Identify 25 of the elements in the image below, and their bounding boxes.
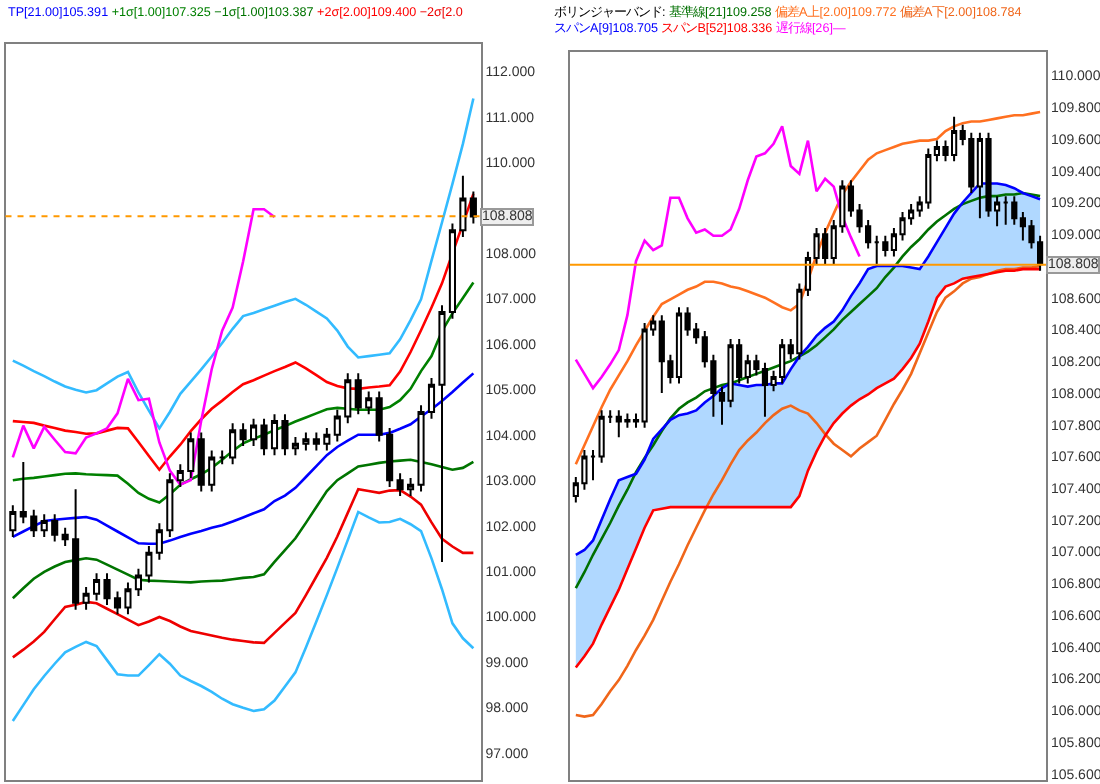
candlestick — [925, 147, 932, 210]
candlestick — [658, 314, 665, 394]
candlestick — [873, 234, 880, 267]
candlestick — [624, 412, 631, 429]
line-series — [11, 281, 475, 504]
candlestick — [1002, 195, 1009, 226]
line-series — [11, 208, 276, 486]
candlestick — [641, 322, 648, 429]
candlestick — [218, 449, 226, 466]
line-series — [11, 487, 475, 659]
line-series — [574, 110, 1042, 466]
candlestick — [675, 306, 683, 385]
line-series — [11, 372, 475, 546]
line-series — [11, 192, 475, 471]
candlestick — [615, 409, 622, 439]
candlestick — [985, 131, 992, 218]
candlestick — [882, 234, 889, 258]
line-series — [11, 510, 475, 723]
candlestick — [9, 504, 17, 538]
candlestick — [469, 190, 477, 225]
line-series — [11, 458, 475, 600]
line-series — [11, 97, 475, 430]
line-series — [574, 125, 861, 390]
candlestick — [229, 422, 237, 466]
candlestick — [761, 361, 769, 418]
